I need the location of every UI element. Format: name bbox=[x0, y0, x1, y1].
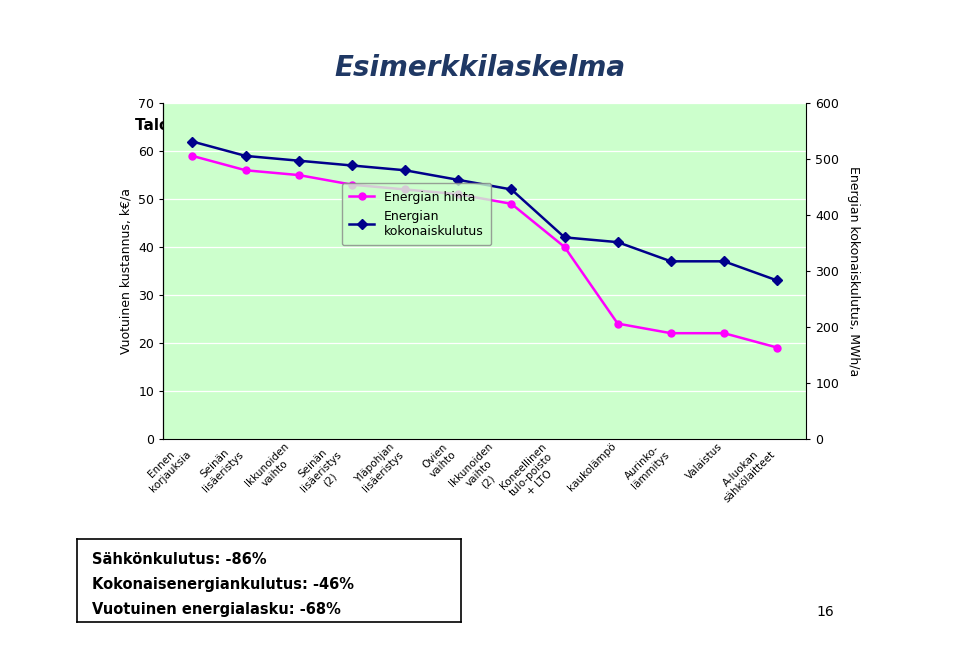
Y-axis label: Vuotuinen kustannus, k€/a: Vuotuinen kustannus, k€/a bbox=[120, 188, 132, 354]
Legend: Energian hinta, Energian
kokonaiskulutus: Energian hinta, Energian kokonaiskulutus bbox=[342, 183, 492, 246]
Text: Kokonaisenergiankulutus: -46%: Kokonaisenergiankulutus: -46% bbox=[92, 577, 354, 592]
Text: Vuotuinen energialasku: -68%: Vuotuinen energialasku: -68% bbox=[92, 602, 341, 617]
Text: 16: 16 bbox=[817, 605, 834, 619]
Y-axis label: Energian kokonaiskulutus, MWh/a: Energian kokonaiskulutus, MWh/a bbox=[848, 166, 860, 376]
Text: VTT TECHNICAL RESEARCH CENTRE OF FINLAND: VTT TECHNICAL RESEARCH CENTRE OF FINLAND bbox=[14, 10, 297, 19]
Text: Esimerkkilaskelma: Esimerkkilaskelma bbox=[334, 54, 626, 82]
Text: Talo 3: vuotuinen energiankulutus ja energian kustannus: Talo 3: vuotuinen energiankulutus ja ene… bbox=[134, 117, 626, 133]
Text: Sähkönkulutus: -86%: Sähkönkulutus: -86% bbox=[92, 552, 267, 567]
